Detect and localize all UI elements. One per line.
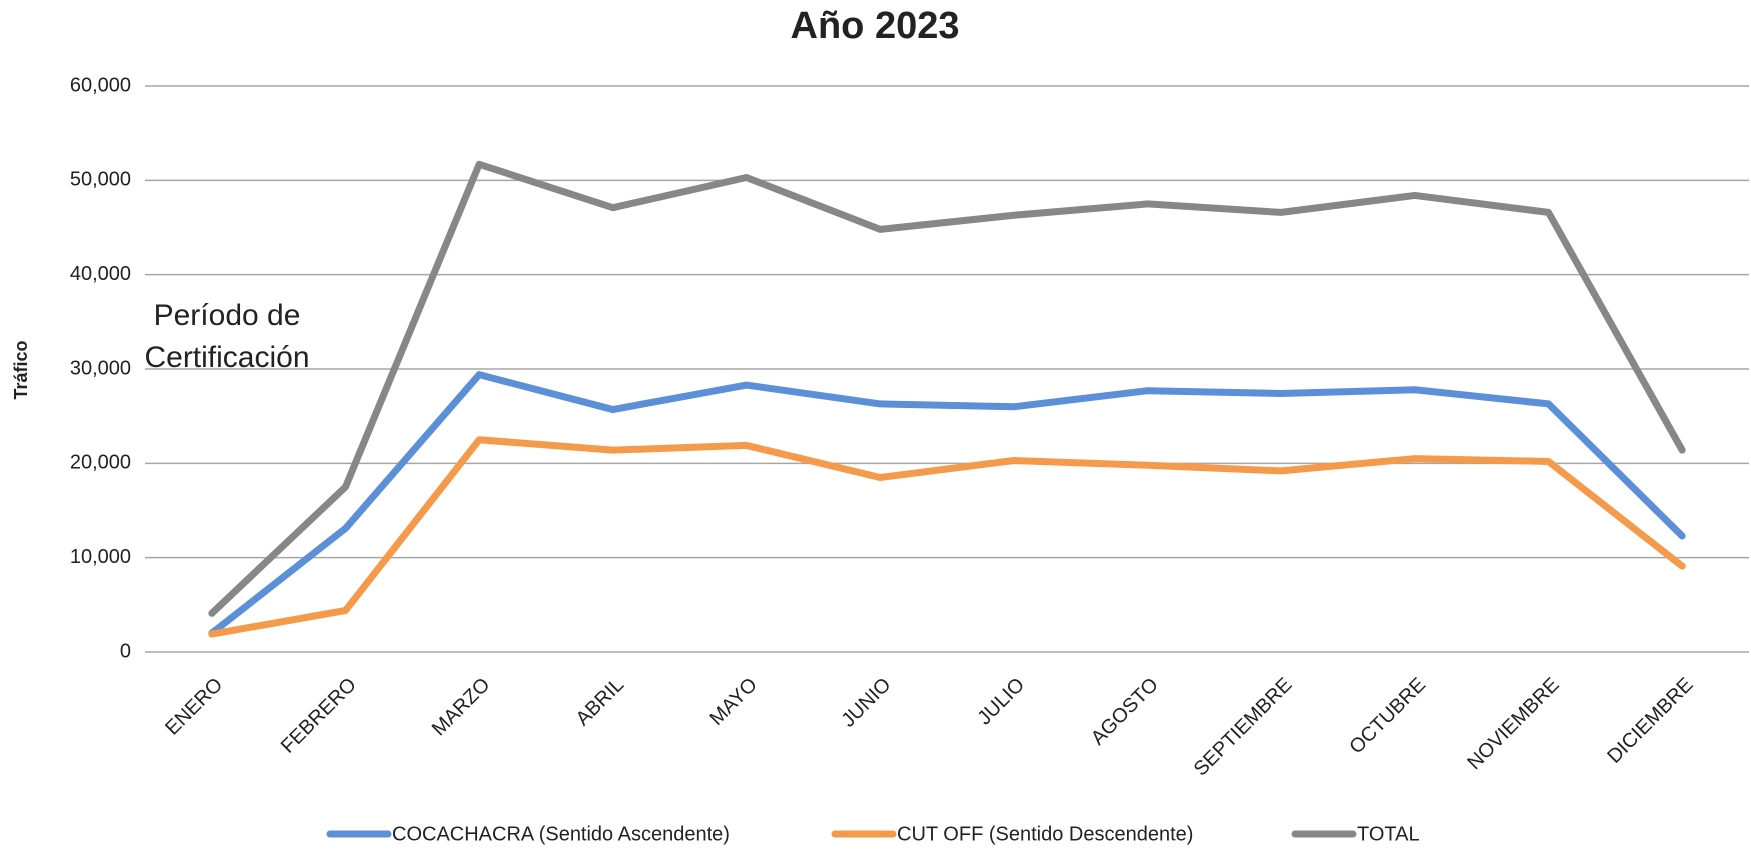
y-tick-label: 20,000 xyxy=(70,452,131,474)
series-line xyxy=(208,160,1686,617)
x-tick-label: MARZO xyxy=(428,674,495,741)
y-tick-label: 60,000 xyxy=(70,74,131,96)
annotation-line: Período de xyxy=(154,299,301,332)
legend-label: COCACHACRA (Sentido Ascendente) xyxy=(392,823,730,845)
annotation-line: Certificación xyxy=(144,341,309,374)
x-tick-label: MAYO xyxy=(706,674,762,730)
x-tick-label: ABRIL xyxy=(572,674,628,730)
x-tick-label: AGOSTO xyxy=(1087,674,1163,750)
x-tick-label: NOVIEMBRE xyxy=(1463,674,1563,774)
chart-title: Año 2023 xyxy=(791,5,960,47)
y-tick-label: 40,000 xyxy=(70,263,131,285)
x-tick-label: ENERO xyxy=(161,674,227,740)
legend-label: TOTAL xyxy=(1357,823,1420,845)
annotation: Período de Certificación xyxy=(144,299,309,374)
x-tick-label: SEPTIEMBRE xyxy=(1190,674,1297,781)
series-line xyxy=(208,371,1686,637)
legend-label: CUT OFF (Sentido Descendente) xyxy=(897,823,1193,845)
x-tick-label: OCTUBRE xyxy=(1345,674,1430,759)
y-tick-label: 0 xyxy=(120,640,131,662)
x-tick-label: JULIO xyxy=(973,674,1029,730)
y-tick-label: 50,000 xyxy=(70,169,131,191)
x-tick-label: DICIEMBRE xyxy=(1603,674,1697,768)
x-tick-label: JUNIO xyxy=(837,674,895,732)
y-axis-title: Tráfico xyxy=(11,340,31,399)
x-tick-label: FEBRERO xyxy=(277,674,361,758)
y-tick-label: 30,000 xyxy=(70,357,131,379)
y-tick-label: 10,000 xyxy=(70,546,131,568)
series-line xyxy=(208,436,1686,638)
